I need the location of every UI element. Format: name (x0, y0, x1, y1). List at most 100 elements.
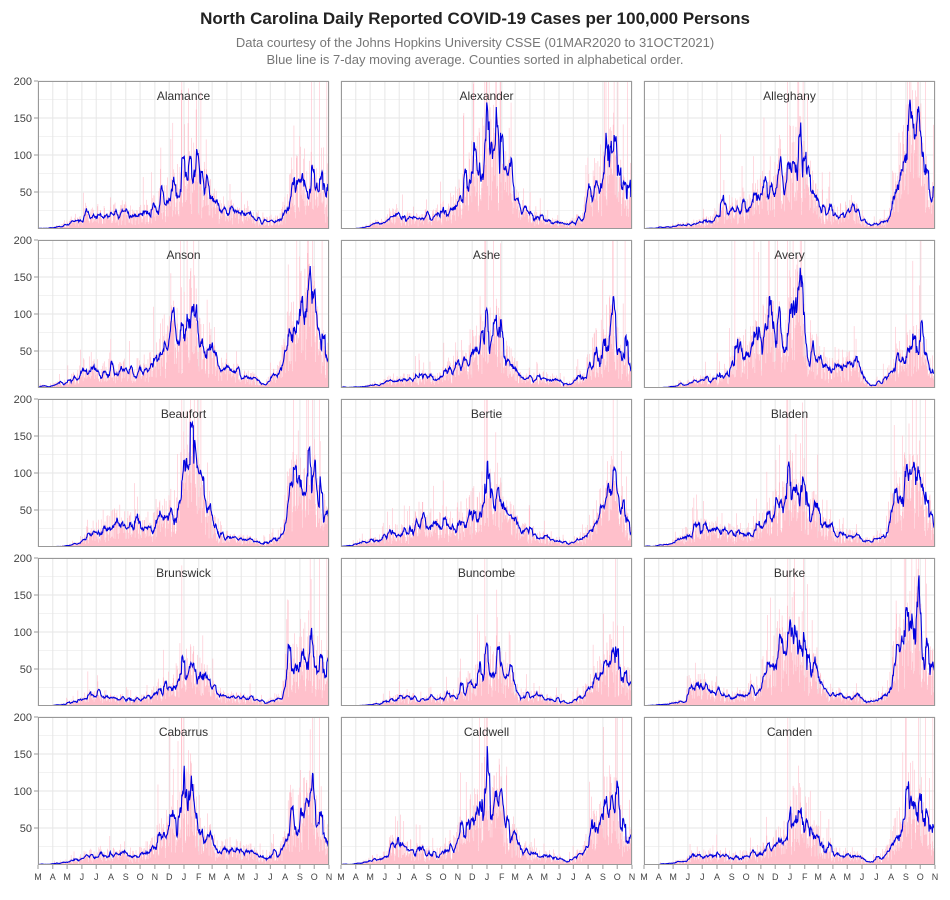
x-tick-label: S (426, 872, 432, 882)
panel-frame (341, 717, 632, 865)
daily-cases-bars (652, 240, 935, 388)
y-tick-label: 50 (20, 187, 32, 199)
panel-frame (38, 81, 329, 229)
y-tick-label: 200 (14, 76, 32, 88)
x-tick-label: A (527, 872, 533, 882)
x-tick-label: J (254, 872, 259, 882)
y-tick-label: 200 (14, 235, 32, 247)
panel-frame (341, 558, 632, 706)
y-tick-label: 150 (14, 272, 32, 284)
y-tick-label: 150 (14, 749, 32, 761)
y-tick-label: 50 (20, 664, 32, 676)
x-tick-label: O (614, 872, 621, 882)
x-tick-label: A (714, 872, 720, 882)
x-tick-label: M (337, 872, 345, 882)
x-tick-label: F (196, 872, 202, 882)
panel-frame (341, 240, 632, 388)
x-tick-label: J (182, 872, 187, 882)
x-tick-label: J (860, 872, 865, 882)
x-tick-label: J (397, 872, 402, 882)
x-tick-label: J (383, 872, 388, 882)
x-tick-label: J (788, 872, 793, 882)
x-tick-label: M (814, 872, 822, 882)
county-panel: Burke (643, 557, 936, 706)
y-tick-label: 200 (14, 712, 32, 724)
county-panel: Alexander (340, 80, 633, 229)
x-tick-label: F (499, 872, 505, 882)
panel-frame (38, 399, 329, 547)
daily-cases-bars (46, 399, 329, 547)
panel-frame (644, 558, 935, 706)
chart-subtitle-line-2: Blue line is 7-day moving average. Count… (266, 52, 684, 67)
moving-average-line (38, 765, 329, 865)
moving-average-line (38, 148, 329, 229)
x-tick-label: N (326, 872, 333, 882)
moving-average-line (38, 420, 329, 547)
x-tick-label: S (729, 872, 735, 882)
x-tick-label: A (282, 872, 288, 882)
panel-frame (644, 240, 935, 388)
x-tick-label: F (802, 872, 808, 882)
panel-frame (38, 558, 329, 706)
county-label: Alamance (157, 89, 211, 103)
county-label: Beaufort (161, 407, 207, 421)
moving-average-line (341, 295, 632, 388)
county-label: Alexander (459, 89, 513, 103)
moving-average-line (38, 627, 329, 706)
chart-subtitle-line-1: Data courtesy of the Johns Hopkins Unive… (235, 35, 715, 50)
x-tick-label: S (297, 872, 303, 882)
x-tick-label: S (600, 872, 606, 882)
daily-cases-bars (652, 717, 935, 865)
x-tick-label: M (640, 872, 648, 882)
panel-frame (38, 240, 329, 388)
y-tick-label: 50 (20, 346, 32, 358)
x-tick-label: M (540, 872, 548, 882)
county-panel: Brunswick (37, 557, 330, 706)
x-tick-label: J (94, 872, 99, 882)
county-panel: Camden (643, 716, 936, 865)
county-label: Camden (767, 725, 812, 739)
x-tick-label: A (50, 872, 56, 882)
x-tick-label: A (353, 872, 359, 882)
x-tick-label: S (903, 872, 909, 882)
x-tick-label: A (108, 872, 114, 882)
y-tick-label: 100 (14, 786, 32, 798)
moving-average-line (644, 99, 935, 229)
y-tick-label: 100 (14, 150, 32, 162)
moving-average-line (341, 642, 632, 706)
county-panel: Cabarrus (37, 716, 330, 865)
y-tick-label: 100 (14, 309, 32, 321)
county-label: Avery (774, 248, 804, 262)
county-panel: Alleghany (643, 80, 936, 229)
x-tick-label: M (669, 872, 677, 882)
x-tick-label: A (411, 872, 417, 882)
x-tick-label: M (511, 872, 519, 882)
county-label: Burke (774, 566, 806, 580)
y-tick-label: 150 (14, 431, 32, 443)
county-panel: Caldwell (340, 716, 633, 865)
x-tick-label: M (63, 872, 71, 882)
county-panel: Beaufort (37, 398, 330, 547)
panel-frame (644, 717, 935, 865)
x-tick-label: A (224, 872, 230, 882)
x-tick-label: N (932, 872, 939, 882)
county-label: Buncombe (458, 566, 516, 580)
y-tick-label: 200 (14, 394, 32, 406)
panel-frame (644, 399, 935, 547)
x-tick-label: O (137, 872, 144, 882)
x-tick-label: S (123, 872, 129, 882)
y-tick-label: 100 (14, 627, 32, 639)
y-tick-label: 50 (20, 505, 32, 517)
x-tick-label: D (469, 872, 476, 882)
y-tick-label: 200 (14, 553, 32, 565)
x-tick-label: M (208, 872, 216, 882)
county-panel: Bertie (340, 398, 633, 547)
panel-grid (37, 557, 330, 706)
panel-frame (644, 81, 935, 229)
moving-average-line (341, 746, 632, 865)
x-tick-label: J (874, 872, 879, 882)
x-tick-label: N (455, 872, 462, 882)
moving-average-line (341, 102, 632, 229)
x-tick-label: M (34, 872, 42, 882)
